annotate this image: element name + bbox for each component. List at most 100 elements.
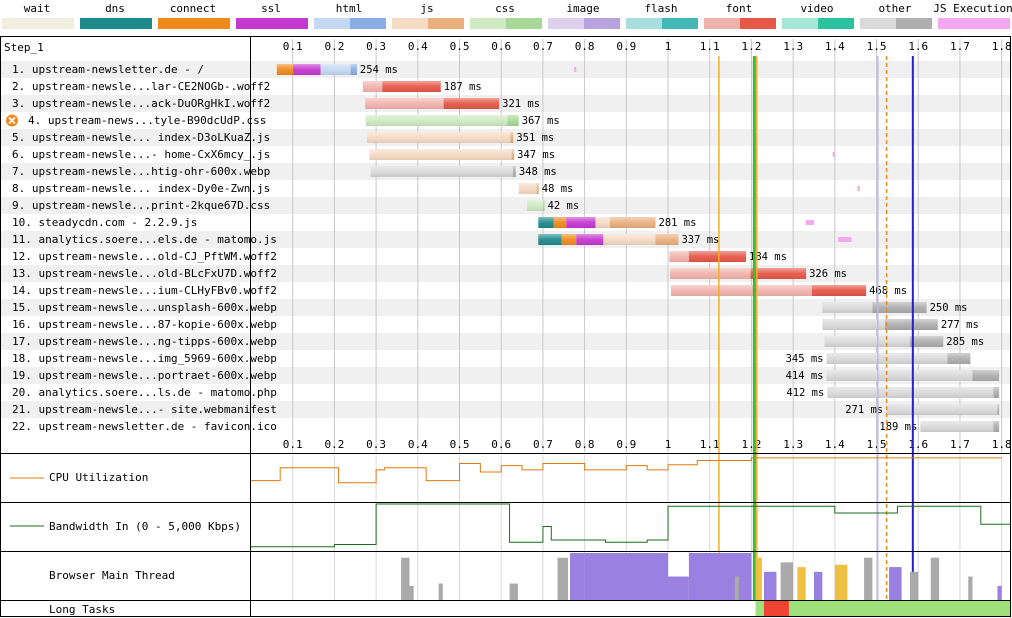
tick-label-bottom: 0.2 (324, 438, 344, 451)
request-duration: 277 ms (941, 319, 979, 331)
request-duration: 189 ms (879, 421, 917, 433)
legend-label-wait: wait (24, 2, 51, 15)
request-label[interactable]: 16. upstream-newsle...87-kopie-600x.webp (12, 318, 277, 331)
tick-label-bottom: 1.3 (783, 438, 803, 451)
legend-swatch-dark (584, 18, 620, 29)
legend-swatch-light (704, 18, 740, 29)
request-duration: 48 ms (542, 183, 574, 195)
legend-swatch-light (314, 18, 350, 29)
ttfb-segment-gloss (370, 166, 513, 177)
main-thread-activity (968, 576, 973, 600)
legend-swatch-light (392, 18, 428, 29)
long-tasks-label: Long Tasks (49, 603, 115, 616)
main-thread-activity (401, 557, 410, 600)
legend-swatch-light (626, 18, 662, 29)
main-thread-activity (409, 585, 414, 600)
ttfb-segment-gloss (822, 319, 885, 330)
request-label[interactable]: 11. analytics.soere...els.de - matomo.js (12, 233, 277, 246)
request-label[interactable]: 14. upstream-newsle...ium-CLHyFBv0.woff2 (12, 284, 277, 297)
legend-swatch-dark (428, 18, 464, 29)
main-thread-activity (668, 576, 689, 600)
request-label[interactable]: 17. upstream-newsle...ng-tipps-600x.webp (12, 335, 277, 348)
legend-label-css: css (495, 2, 515, 15)
request-label[interactable]: 5. upstream-newsle... index-D3oLKuaZ.js (12, 131, 270, 144)
tick-label-top: 0.6 (491, 40, 511, 53)
ttfb-segment-gloss (824, 336, 910, 347)
request-label[interactable]: 8. upstream-newsle... index-Dy0e-Zwn.js (12, 182, 270, 195)
tick-label-top: 0.9 (616, 40, 636, 53)
main-thread-activity (909, 571, 919, 600)
tick-label-bottom: 1.1 (700, 438, 720, 451)
tick-label-top: 1.3 (783, 40, 803, 53)
main-thread-activity (734, 576, 739, 600)
download-segment-gloss (443, 98, 500, 109)
tick-label-bottom: 1.7 (950, 438, 970, 451)
connect-segment-gloss (553, 217, 567, 228)
ttfb-segment-gloss (603, 234, 656, 245)
bandwidth-label: Bandwidth In (0 - 5,000 Kbps) (49, 520, 241, 533)
request-label[interactable]: 9. upstream-newsle...print-2kque67D.css (12, 199, 270, 212)
legend-swatch-light (548, 18, 584, 29)
tick-label-top: 1.5 (867, 40, 887, 53)
legend-swatch (2, 18, 74, 29)
tick-label-top: 0.5 (450, 40, 470, 53)
request-label[interactable]: 1. upstream-newsletter.de - / (12, 63, 204, 76)
legend-swatch-dark (350, 18, 386, 29)
js-execution-mark (805, 220, 814, 225)
row-stripe (1, 299, 1010, 316)
request-label[interactable]: 19. upstream-newsle...portraet-600x.webp (12, 369, 277, 382)
request-duration: 250 ms (930, 302, 968, 314)
tick-label-top: 0.4 (408, 40, 428, 53)
tick-label-top: 1.6 (908, 40, 928, 53)
request-label[interactable]: 3. upstream-newsle...ack-DuORgHkI.woff2 (12, 97, 270, 110)
request-duration: 351 ms (516, 132, 554, 144)
request-label[interactable]: 15. upstream-newsle...unsplash-600x.webp (12, 301, 277, 314)
js-execution-mark (857, 186, 860, 191)
download-segment-gloss (947, 353, 971, 364)
request-duration: 285 ms (946, 336, 984, 348)
dns-segment-gloss (538, 217, 554, 228)
legend-label-ssl: ssl (261, 2, 281, 15)
main-thread-activity (557, 557, 568, 600)
tick-label-top: 0.1 (283, 40, 303, 53)
request-duration: 412 ms (786, 387, 824, 399)
request-label[interactable]: 6. upstream-newsle...- home-CxX6mcy_.js (12, 148, 270, 161)
request-label[interactable]: 13. upstream-newsle...old-BLcFxU7D.woff2 (12, 267, 277, 280)
request-label[interactable]: 4. upstream-news...tyle-B90dcUdP.css (28, 114, 266, 127)
ttfb-segment-gloss (886, 404, 998, 415)
download-segment-gloss (511, 149, 515, 160)
ttfb-segment-gloss (369, 149, 512, 160)
tick-label-top: 1.8 (992, 40, 1012, 53)
request-duration: 42 ms (548, 200, 580, 212)
download-segment-gloss (510, 132, 514, 143)
bandwidth-line (251, 503, 1010, 548)
connect-segment-gloss (276, 64, 294, 75)
legend-label-video: video (800, 2, 833, 15)
request-label[interactable]: 10. steadycdn.com - 2.2.9.js (12, 216, 197, 229)
legend-swatch (938, 18, 1010, 29)
ttfb-segment-gloss (670, 268, 751, 279)
legend-swatch-light (782, 18, 818, 29)
row-stripe (1, 333, 1010, 350)
request-label[interactable]: 2. upstream-newsle...lar-CE2NOGb-.woff2 (12, 80, 270, 93)
request-duration: 348 ms (519, 166, 557, 178)
request-label[interactable]: 7. upstream-newsle...htig-ohr-600x.webp (12, 165, 270, 178)
legend-label-js-execution: JS Execution (933, 2, 1012, 15)
legend-swatch-dark (506, 18, 542, 29)
tick-label-bottom: 1 (665, 438, 672, 451)
request-duration: 468 ms (869, 285, 907, 297)
legend-label-connect: connect (170, 2, 216, 15)
request-label[interactable]: 18. upstream-newsle...img_5969-600x.webp (12, 352, 277, 365)
request-label[interactable]: 22. upstream-newsletter.de - favicon.ico (12, 420, 277, 433)
tick-label-bottom: 1.8 (992, 438, 1012, 451)
main-thread-activity (584, 553, 669, 600)
tick-label-bottom: 0.6 (491, 438, 511, 451)
ttfb-segment-gloss (362, 81, 383, 92)
tick-label-bottom: 0.5 (450, 438, 470, 451)
ttfb-segment-gloss (822, 302, 873, 313)
ttfb-segment-gloss (365, 115, 508, 126)
request-label[interactable]: 21. upstream-newsle...- site.webmanifest (12, 403, 277, 416)
request-label[interactable]: 20. analytics.soere...ls.de - matomo.php (12, 386, 277, 399)
download-segment-gloss (655, 234, 679, 245)
request-label[interactable]: 12. upstream-newsle...old-CJ_PftWM.woff2 (12, 250, 277, 263)
